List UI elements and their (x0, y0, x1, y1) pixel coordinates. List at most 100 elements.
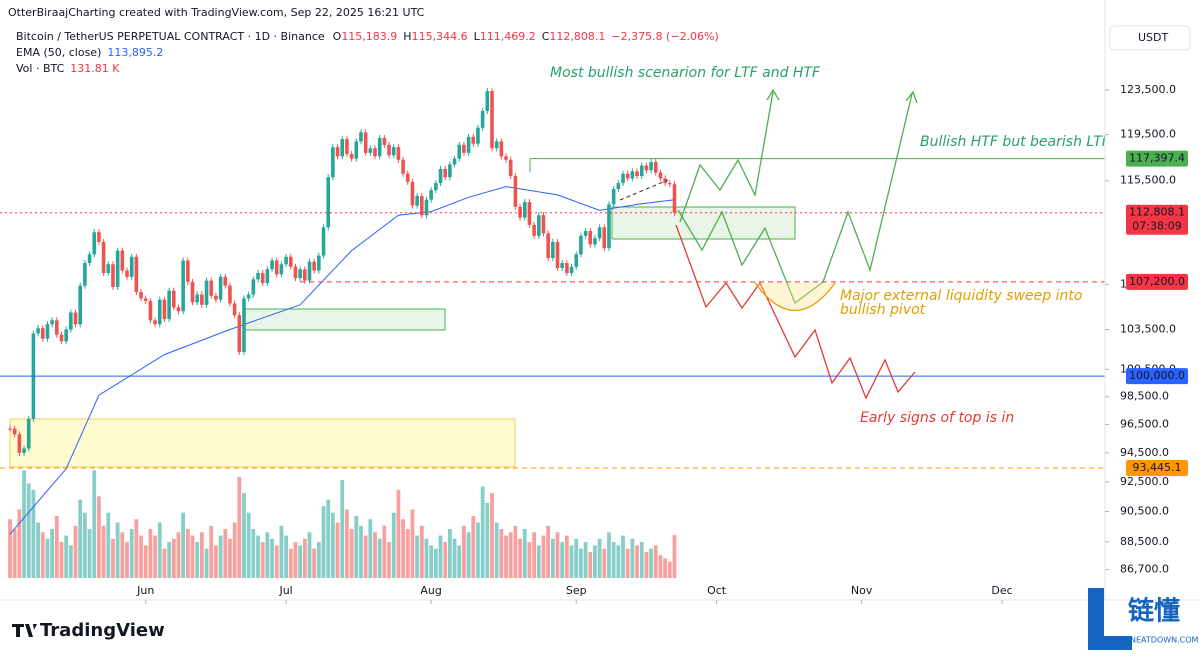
candle-body (153, 320, 157, 325)
volume-bar (312, 548, 317, 578)
logo: TradingView (12, 620, 165, 641)
candle-body (653, 162, 658, 173)
countdown: 07:38:09 (1132, 220, 1181, 233)
candle-body (354, 141, 359, 159)
candle-body (490, 91, 494, 149)
candle-body (251, 279, 256, 295)
candle-body (162, 299, 167, 320)
volume-bar (302, 538, 307, 578)
volume-bar (532, 532, 537, 578)
volume-pane (8, 470, 677, 578)
scenario-path (679, 91, 774, 223)
volume-bar (494, 522, 499, 578)
volume-bar (504, 535, 508, 578)
candle-body (111, 264, 115, 287)
y-tick-label: 123,500.0 (1120, 83, 1176, 96)
candle-body (270, 260, 274, 270)
volume-bar (419, 525, 424, 578)
volume-bar (153, 535, 157, 578)
volume-bar (387, 542, 391, 578)
volume-bar (284, 535, 289, 578)
ohlc-key: O (333, 30, 342, 43)
candle-body (242, 298, 246, 352)
volume-bar (190, 535, 195, 578)
currency-box[interactable] (1109, 25, 1191, 51)
x-tick-label: Aug (420, 584, 441, 597)
volume-bar (209, 525, 214, 578)
volume-bar (345, 509, 349, 578)
candle-body (462, 144, 466, 153)
volume-bar (237, 476, 242, 578)
change: −2,375.8 (−2.06%) (611, 30, 718, 43)
x-tick-label: Oct (707, 584, 727, 597)
volume-bar (293, 542, 298, 578)
volume-bar (68, 545, 73, 578)
candle-body (303, 269, 307, 281)
volume-bar (611, 542, 616, 578)
volume-bar (363, 535, 368, 578)
volume-bar (129, 529, 134, 578)
candle-body (494, 141, 499, 149)
candle-body (101, 241, 106, 274)
volume-bar (78, 499, 83, 578)
volume-bar (546, 525, 551, 578)
level-label: 93,445.1 (1133, 461, 1182, 474)
candle-body (279, 264, 284, 275)
volume-bar (316, 542, 321, 578)
volume-bar (462, 525, 466, 578)
volume-bar (485, 502, 490, 578)
level-label: 100,000.0 (1129, 369, 1185, 382)
annotation: Early signs of top is in (860, 410, 1014, 426)
candle-body (387, 144, 391, 156)
volume-bar (555, 532, 560, 578)
candle-body (50, 320, 54, 325)
candle-body (536, 215, 541, 236)
candle-body (83, 263, 87, 286)
candle-body (190, 281, 195, 303)
volume-bar (466, 532, 471, 578)
candle-body (611, 188, 616, 205)
candle-body (97, 232, 101, 242)
candle-body (8, 428, 12, 430)
volume-bar (59, 542, 64, 578)
volume-bar (8, 519, 12, 578)
watermark-sub: NEATDOWN.COM (1130, 636, 1199, 645)
vol-label: Vol · BTC (16, 62, 65, 75)
y-tick-label: 103,500.0 (1120, 322, 1176, 335)
candle-body (214, 295, 218, 300)
candle-body (597, 227, 602, 239)
candle-body (424, 199, 429, 216)
volume-bar (597, 538, 602, 578)
volume-bar (26, 483, 31, 578)
volume-bar (195, 542, 200, 578)
volume-bar (443, 542, 448, 578)
volume-bar (111, 538, 115, 578)
candle-body (69, 312, 73, 330)
candle-body (148, 300, 153, 321)
level-tag (1126, 204, 1188, 235)
volume-bar (377, 538, 382, 578)
volume-bar (574, 538, 579, 578)
level-label: 117,397.4 (1129, 152, 1185, 165)
candle-body (672, 184, 677, 213)
volume-bar (232, 522, 237, 578)
candle-body (288, 256, 293, 267)
candle-body (36, 328, 40, 334)
volume-bar (480, 486, 485, 578)
ema-layer (9, 186, 675, 535)
volume-bar (359, 525, 363, 578)
symbol: Bitcoin / TetherUS PERPETUAL CONTRACT · … (16, 30, 325, 43)
scenario-path (675, 224, 916, 400)
ema-value: 113,895.2 (107, 46, 163, 59)
candle-body (452, 158, 457, 165)
candle-body (157, 299, 162, 325)
candle-body (59, 334, 64, 342)
volume-bar (401, 519, 405, 578)
annotations: Most bullish scenarion for LTF and HTF Bu… (550, 65, 1105, 426)
watermark-text: 链懂 (1128, 596, 1180, 627)
volume-bar (97, 496, 101, 578)
volume-bar (644, 551, 649, 578)
volume-bar (214, 545, 218, 578)
volume-bar (518, 538, 522, 578)
candle-body (186, 260, 190, 282)
